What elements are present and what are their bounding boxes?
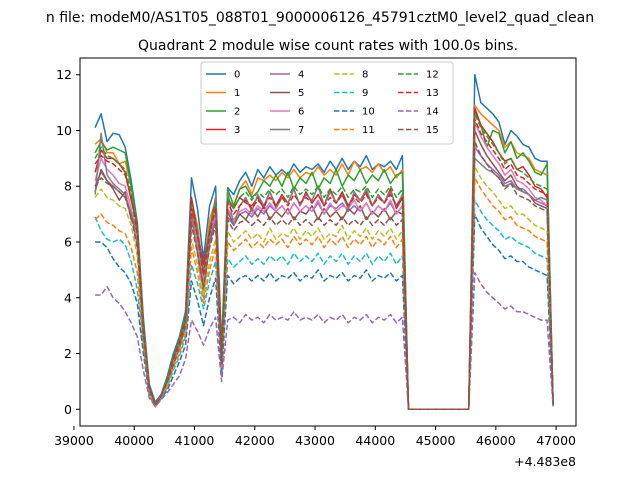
legend-label-11: 11 (362, 125, 375, 136)
chart-title: Quadrant 2 module wise count rates with … (138, 38, 518, 54)
y-axis: 0 2 4 6 8 10 12 (56, 67, 80, 417)
legend-label-0: 0 (234, 70, 240, 81)
series-line-13 (94, 118, 554, 411)
series-line-10 (95, 213, 554, 411)
x-tick-label: 47000 (536, 433, 576, 448)
y-tick-label: 2 (64, 346, 72, 361)
y-tick-label: 8 (64, 179, 72, 194)
series-line-6 (94, 121, 554, 411)
x-tick-label: 45000 (416, 433, 456, 448)
x-offset-text: +4.483e8 (514, 454, 576, 469)
legend-label-15: 15 (426, 125, 439, 136)
legend-label-14: 14 (426, 107, 439, 118)
x-tick-label: 39000 (54, 433, 94, 448)
x-tick-label: 44000 (355, 433, 395, 448)
legend-label-2: 2 (234, 107, 240, 118)
legend-label-6: 6 (298, 107, 304, 118)
legend-label-10: 10 (362, 107, 375, 118)
y-tick-label: 4 (64, 290, 72, 305)
series-line-9 (94, 199, 554, 411)
plot-area (94, 73, 554, 411)
x-tick-label: 43000 (295, 433, 335, 448)
legend-label-3: 3 (234, 125, 240, 136)
x-tick-label: 41000 (175, 433, 215, 448)
y-tick-label: 0 (64, 402, 72, 417)
x-tick-label: 42000 (235, 433, 275, 448)
series-line-3 (94, 107, 554, 411)
legend-label-4: 4 (298, 70, 304, 81)
x-tick-label: 46000 (476, 433, 516, 448)
y-tick-label: 10 (56, 123, 72, 138)
series-line-11 (94, 177, 554, 411)
series-line-2 (94, 110, 554, 411)
legend-label-9: 9 (362, 88, 368, 99)
legend-label-5: 5 (298, 88, 304, 99)
series-line-4 (94, 146, 554, 411)
series-line-15 (94, 140, 554, 411)
y-tick-label: 12 (56, 67, 72, 82)
figure-suptitle: n file: modeM0/AS1T05_088T01_9000006126_… (46, 10, 594, 26)
legend-label-7: 7 (298, 125, 304, 136)
x-tick-label: 40000 (114, 433, 154, 448)
y-tick-label: 6 (64, 235, 72, 250)
legend-label-1: 1 (234, 88, 240, 99)
legend-label-8: 8 (362, 70, 368, 81)
legend-box (200, 61, 454, 145)
series-line-12 (94, 113, 554, 411)
series-line-14 (95, 271, 554, 411)
legend-label-12: 12 (426, 70, 439, 81)
x-axis: 39000 40000 41000 42000 43000 44000 45000 46000… (54, 426, 576, 448)
legend-label-13: 13 (426, 88, 439, 99)
